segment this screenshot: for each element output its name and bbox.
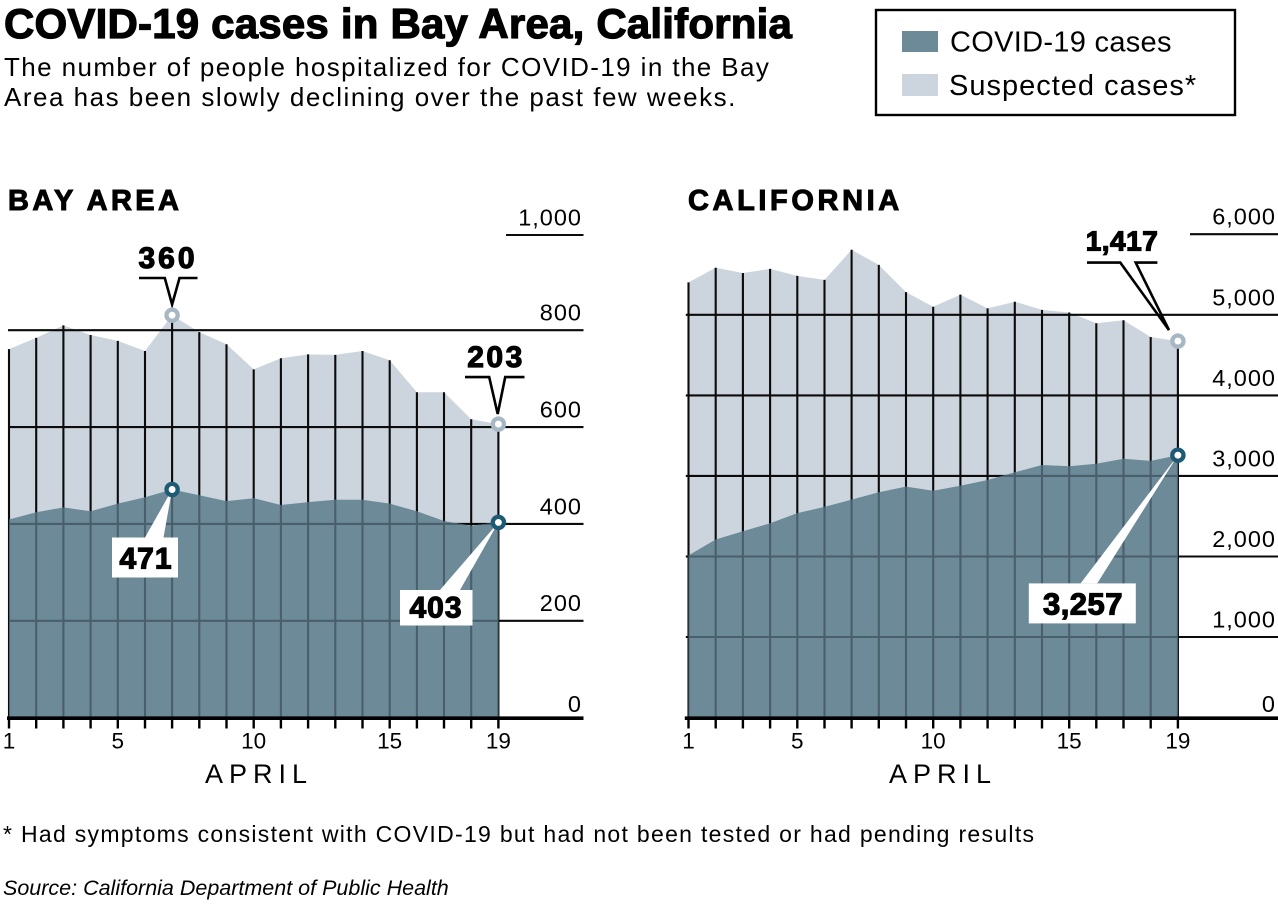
- svg-text:6,000: 6,000: [1212, 204, 1276, 230]
- svg-text:19: 19: [486, 729, 511, 754]
- svg-text:203: 203: [467, 341, 525, 374]
- svg-text:400: 400: [540, 493, 582, 519]
- svg-text:BAY AREA: BAY AREA: [8, 185, 182, 217]
- svg-text:0: 0: [1262, 691, 1276, 717]
- svg-text:3,000: 3,000: [1212, 445, 1276, 471]
- svg-text:The number of people hospitali: The number of people hospitalized for CO…: [4, 52, 770, 82]
- svg-text:1,000: 1,000: [518, 205, 582, 231]
- svg-text:Suspected cases*: Suspected cases*: [949, 70, 1197, 102]
- svg-text:19: 19: [1165, 729, 1190, 754]
- svg-text:1,000: 1,000: [1212, 607, 1276, 633]
- svg-text:COVID-19 cases in Bay Area, Ca: COVID-19 cases in Bay Area, California: [4, 0, 792, 47]
- svg-text:10: 10: [921, 729, 946, 754]
- svg-text:15: 15: [1057, 729, 1082, 754]
- svg-text:5: 5: [791, 729, 804, 754]
- svg-text:APRIL: APRIL: [889, 759, 997, 789]
- svg-text:403: 403: [409, 592, 462, 625]
- svg-text:0: 0: [568, 691, 582, 717]
- svg-text:360: 360: [138, 242, 197, 275]
- svg-text:1,417: 1,417: [1086, 226, 1159, 257]
- svg-text:CALIFORNIA: CALIFORNIA: [688, 185, 903, 217]
- svg-text:3,257: 3,257: [1043, 587, 1123, 622]
- svg-text:15: 15: [377, 729, 402, 754]
- svg-text:800: 800: [540, 300, 582, 326]
- svg-text:200: 200: [540, 590, 582, 616]
- svg-text:5: 5: [112, 729, 125, 754]
- svg-text:1: 1: [3, 729, 16, 754]
- svg-text:COVID-19 cases: COVID-19 cases: [950, 27, 1172, 59]
- svg-text:4,000: 4,000: [1212, 365, 1276, 391]
- svg-text:10: 10: [241, 729, 266, 754]
- svg-text:Source: California Department: Source: California Department of Public …: [3, 876, 449, 900]
- svg-text:Area has been slowly declining: Area has been slowly declining over the …: [4, 82, 737, 112]
- svg-text:600: 600: [540, 397, 582, 423]
- svg-text:5,000: 5,000: [1212, 284, 1276, 310]
- svg-text:2,000: 2,000: [1212, 526, 1276, 552]
- svg-text:1: 1: [682, 729, 695, 754]
- svg-text:* Had symptoms consistent with: * Had symptoms consistent with COVID-19 …: [3, 821, 1035, 847]
- svg-text:471: 471: [119, 543, 172, 576]
- svg-text:APRIL: APRIL: [205, 759, 313, 789]
